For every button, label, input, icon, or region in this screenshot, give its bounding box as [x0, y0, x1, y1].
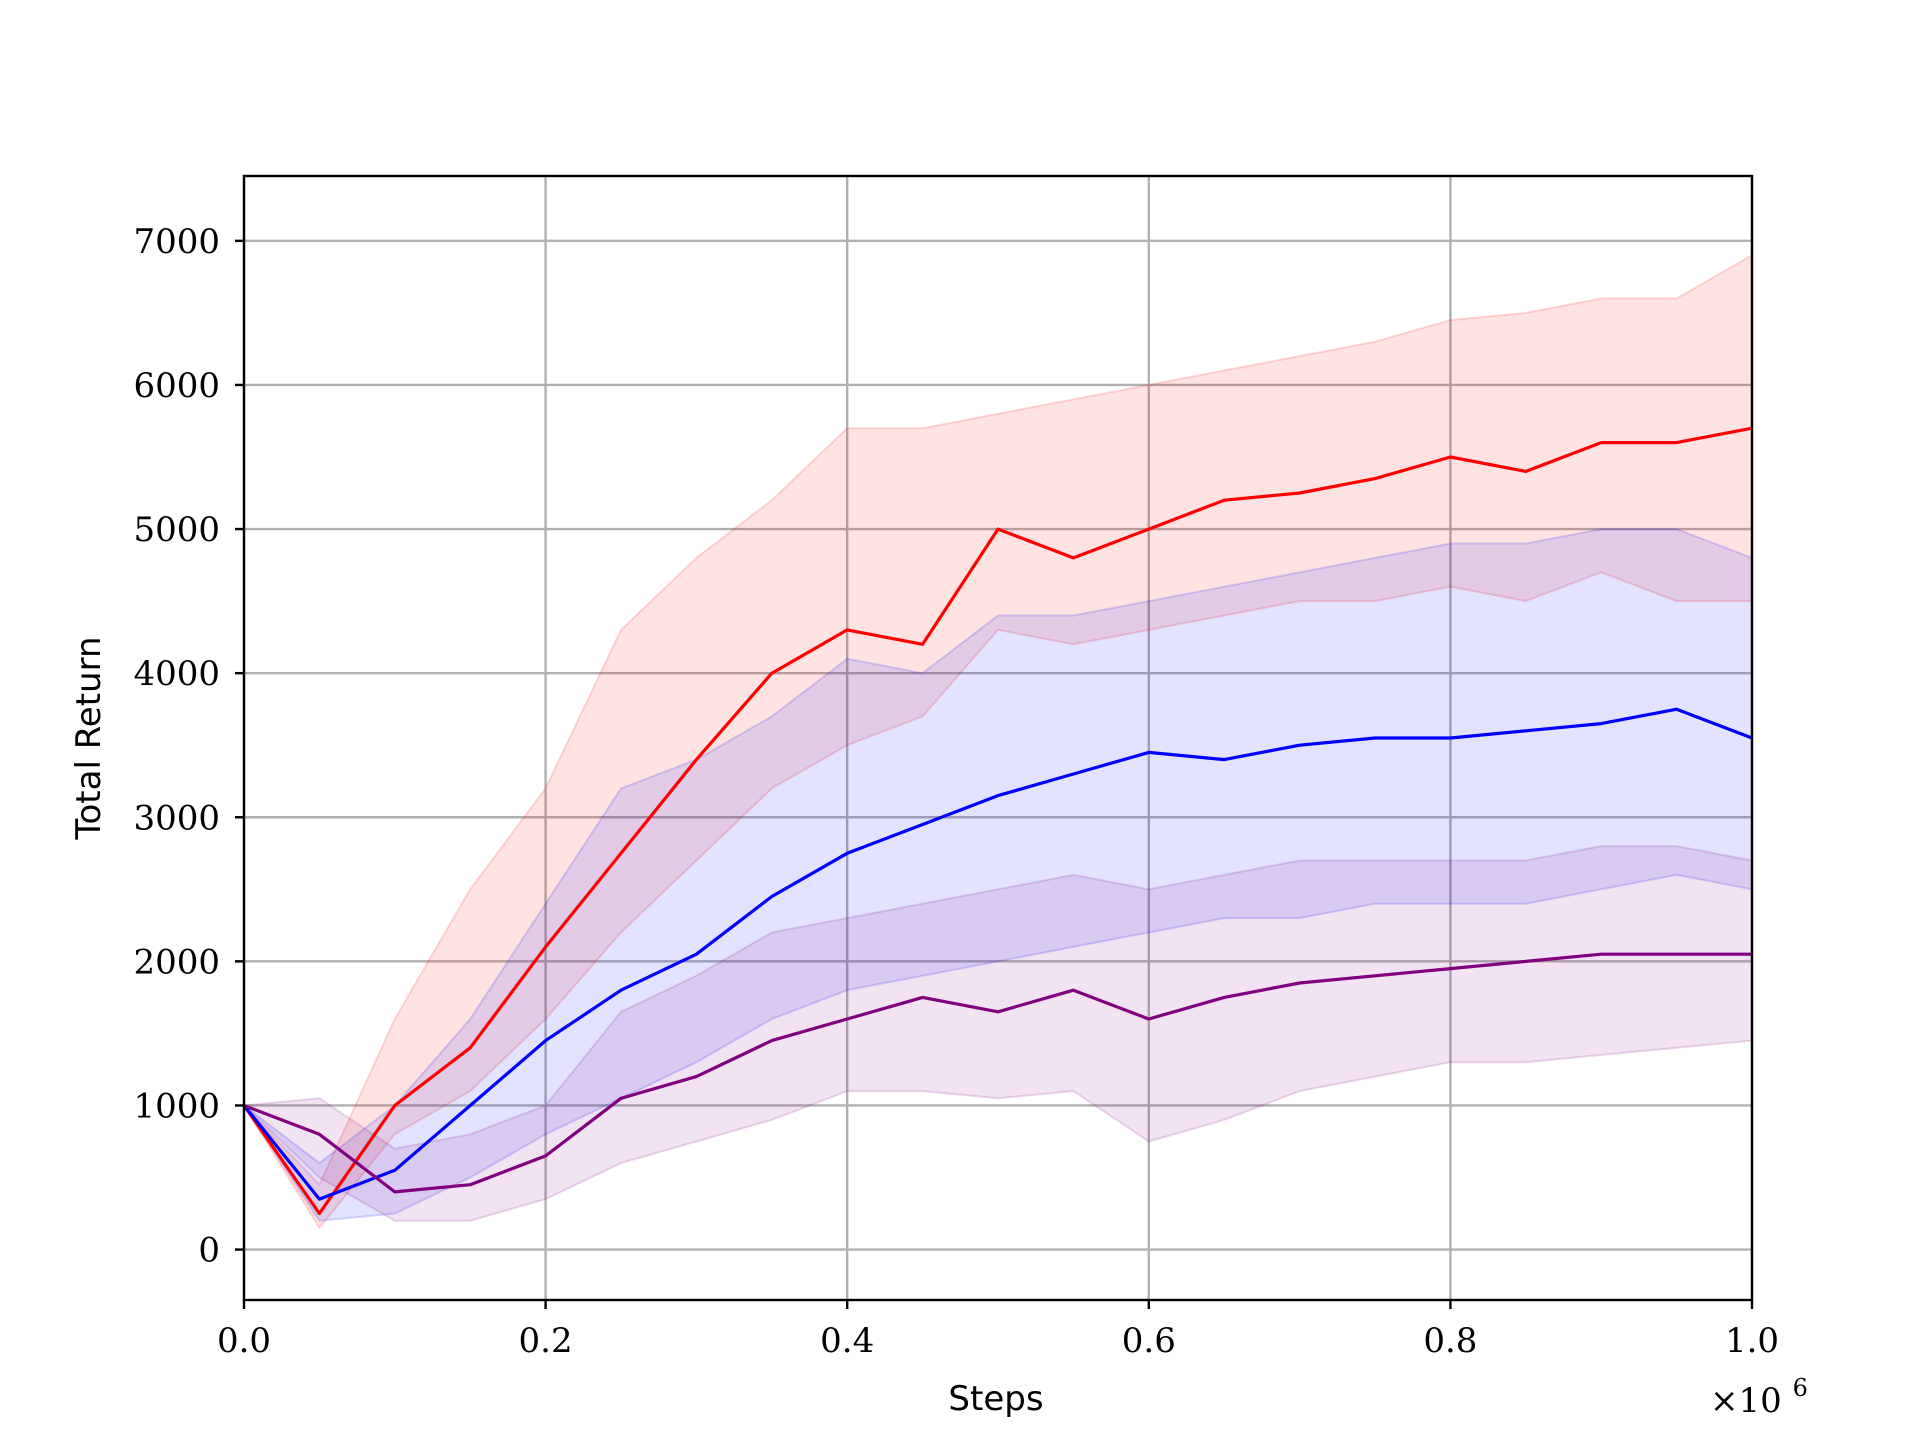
x-tick-label: 1.0	[1725, 1321, 1779, 1361]
y-tick-label: 4000	[133, 654, 220, 694]
series-2-line	[243, 952, 1752, 1194]
x-tick-label: 0.4	[820, 1321, 874, 1361]
y-tick-label: 6000	[133, 366, 220, 406]
y-tick-label: 3000	[133, 798, 220, 838]
x-tick-label: 0.8	[1423, 1321, 1477, 1361]
y-tick-label: 7000	[133, 222, 220, 262]
y-tick-label: 1000	[133, 1086, 220, 1126]
y-tick-label: 2000	[133, 942, 220, 982]
series-1-line	[242, 707, 1753, 1201]
x-tick-label: 0.6	[1122, 1321, 1176, 1361]
x-tick-label: 0.2	[519, 1321, 573, 1361]
plot-frame	[242, 174, 1754, 1302]
axis-ticks: 0.0 0.2 0.4 0.6 0.8 1.0 0 1000 2000 3000 4000 5000 6…	[133, 222, 1779, 1361]
x-scale-exponent: 6	[1793, 1374, 1808, 1402]
confidence-bands	[241, 253, 1753, 1230]
x-tick-label: 0.0	[217, 1321, 271, 1361]
y-tick-label: 0	[198, 1231, 220, 1271]
x-axis-label: Steps	[948, 1379, 1043, 1419]
y-tick-label: 5000	[133, 510, 220, 550]
series-lines	[242, 426, 1753, 1216]
x-scale-base: ×10	[1710, 1381, 1782, 1421]
x-scale-multiplier: ×10 6	[1710, 1374, 1808, 1421]
y-axis-label: Total Return	[69, 636, 109, 840]
series-0-line	[242, 426, 1753, 1216]
